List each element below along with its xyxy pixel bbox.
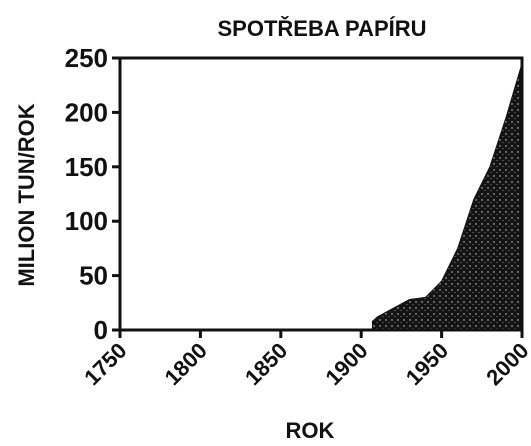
- y-tick-label: 0: [94, 315, 108, 345]
- y-tick-label: 50: [79, 261, 108, 291]
- y-tick-label: 100: [65, 206, 108, 236]
- area: [371, 63, 523, 331]
- x-axis-label: ROK: [286, 418, 335, 443]
- y-tick-label: 150: [65, 152, 108, 182]
- x-tick-label: 1950: [401, 338, 453, 390]
- x-tick-label: 2000: [481, 338, 531, 390]
- x-tick-label: 1900: [320, 338, 372, 390]
- x-tick-label: 1850: [240, 338, 292, 390]
- y-tick-label: 250: [65, 43, 108, 73]
- y-tick-label: 200: [65, 97, 108, 127]
- chart-title: SPOTŘEBA PAPÍRU: [217, 16, 426, 41]
- x-tick-label: 1800: [160, 338, 212, 390]
- y-axis-label: MILION TUN/ROK: [14, 103, 39, 286]
- x-tick-label: 1750: [79, 338, 131, 390]
- plot-frame: [118, 56, 524, 332]
